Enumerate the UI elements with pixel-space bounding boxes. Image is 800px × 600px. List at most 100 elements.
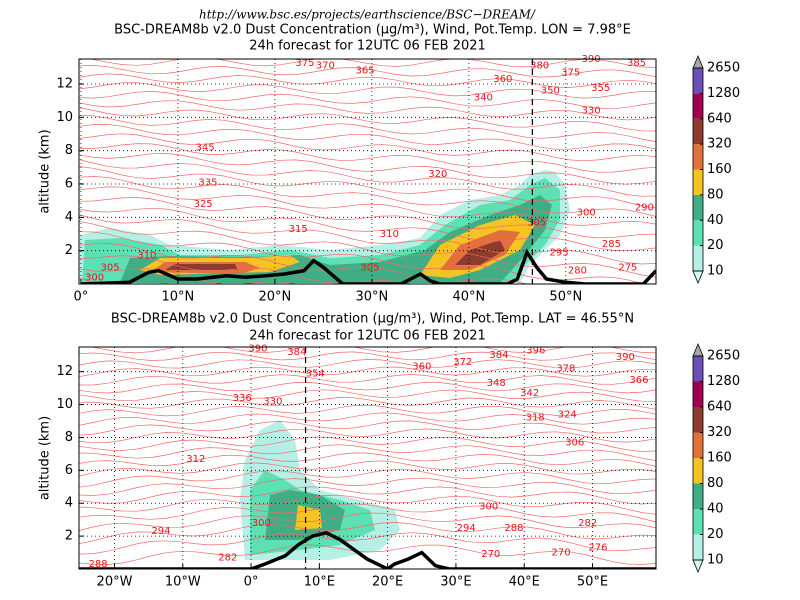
contour-label: 375: [295, 58, 314, 69]
contour-label: 300: [252, 518, 271, 529]
chart-subtitle: 24h forecast for 12UTC 06 FEB 2021: [249, 329, 486, 344]
isentrope: [87, 59, 656, 68]
contour-label: 355: [591, 83, 610, 94]
contour-label: 370: [316, 61, 335, 72]
isentrope: [79, 143, 656, 173]
chart-subtitle: 24h forecast for 12UTC 06 FEB 2021: [249, 39, 486, 54]
isentrope: [79, 207, 656, 252]
contour-label: 366: [629, 375, 648, 386]
isentrope: [79, 82, 656, 99]
isentrope: [79, 404, 656, 417]
x-tick-label: 10°W: [165, 575, 201, 590]
contour-label: 325: [194, 199, 213, 210]
contour-label: 330: [581, 106, 600, 117]
colorbar-label: 40: [707, 213, 724, 228]
isentrope: [79, 91, 656, 110]
dust-field: [80, 170, 570, 283]
isentrope: [79, 255, 413, 284]
x-tick-label: 20°N: [258, 290, 291, 305]
source-url: http://www.bsc.es/projects/earthscience/…: [199, 8, 537, 22]
contour-label: 315: [289, 224, 308, 235]
contour-label: 295: [549, 247, 568, 258]
y-tick-label: 8: [65, 430, 73, 445]
isentrope: [79, 512, 656, 531]
contour-label: 372: [453, 357, 472, 368]
contour-label: 275: [618, 262, 637, 273]
isentrope: [79, 503, 656, 523]
colorbar-segment: [693, 381, 703, 407]
contour-label: 340: [474, 92, 493, 103]
isentrope: [79, 494, 656, 515]
contour-label: 285: [602, 239, 621, 250]
contour-label: 282: [578, 518, 597, 529]
colorbar-label: 10: [707, 264, 724, 279]
contour-label: 288: [89, 559, 108, 570]
isentrope: [79, 477, 656, 496]
contour-label: 290: [635, 202, 654, 213]
contour-label: 294: [151, 526, 170, 537]
contour-label: 282: [218, 552, 237, 563]
contour-label: 348: [487, 378, 506, 389]
colorbar-segment: [693, 169, 703, 195]
contour-label: 310: [380, 229, 399, 240]
colorbar-label: 1280: [707, 374, 740, 389]
contour-label: 306: [565, 437, 584, 448]
contour-label: 318: [526, 413, 545, 424]
y-axis-label: altitude (km): [38, 416, 53, 500]
colorbar-segment: [693, 356, 703, 382]
contour-label: 270: [552, 548, 571, 559]
contour-label: 342: [520, 388, 539, 399]
colorbar-label: 80: [707, 187, 724, 202]
isentrope: [79, 452, 656, 467]
contour-label: 390: [248, 344, 267, 355]
isentrope: [79, 374, 656, 386]
colorbar-label: 320: [707, 137, 732, 152]
x-tick-label: 40°E: [509, 575, 540, 590]
contour-label: 294: [457, 523, 476, 534]
isentrope: [79, 166, 656, 209]
y-tick-label: 12: [56, 77, 73, 92]
x-tick-label: 0°: [244, 575, 259, 590]
colorbar-segment: [693, 220, 703, 246]
colorbar-label: 20: [707, 238, 724, 253]
isentrope: [79, 522, 656, 545]
isentrope: [79, 468, 656, 488]
y-tick-label: 10: [56, 397, 73, 412]
colorbar-segment: [693, 68, 703, 94]
contour-label: 375: [561, 67, 580, 78]
plot-frame: [78, 346, 657, 570]
isentrope: [79, 460, 656, 477]
contour-label: 305: [100, 262, 119, 273]
contour-label: 305: [360, 262, 379, 273]
contour-label: 312: [186, 454, 205, 465]
x-tick-label: 10°E: [304, 575, 335, 590]
isentrope: [79, 107, 656, 132]
isentrope: [79, 436, 656, 452]
isentrope: [79, 114, 656, 142]
colorbar-label: 2650: [707, 349, 740, 364]
contour-label: 385: [627, 58, 646, 69]
y-tick-label: 8: [65, 143, 73, 158]
isentrope: [79, 428, 656, 444]
x-tick-label: 50°N: [549, 290, 582, 305]
contour-label: 300: [479, 502, 498, 513]
contour-label: 288: [504, 523, 523, 534]
chart-title: BSC-DREAM8b v2.0 Dust Concentration (µg/…: [114, 23, 631, 38]
isentrope: [79, 124, 656, 150]
isentrope: [79, 268, 299, 284]
contour-label: 310: [137, 251, 156, 262]
isentrope: [79, 389, 656, 402]
colorbar-label: 1280: [707, 86, 740, 101]
colorbar-label: 160: [707, 162, 732, 177]
colorbar-segment: [693, 483, 703, 509]
contour-label: 276: [588, 543, 607, 554]
colorbar-label: 20: [707, 527, 724, 542]
colorbar-label: 10: [707, 553, 724, 568]
isentrope: [79, 65, 656, 78]
contour-label: 336: [233, 393, 252, 404]
colorbar-segment: [693, 432, 703, 458]
contour-label: 305: [527, 217, 546, 228]
contour-label: 330: [263, 396, 282, 407]
